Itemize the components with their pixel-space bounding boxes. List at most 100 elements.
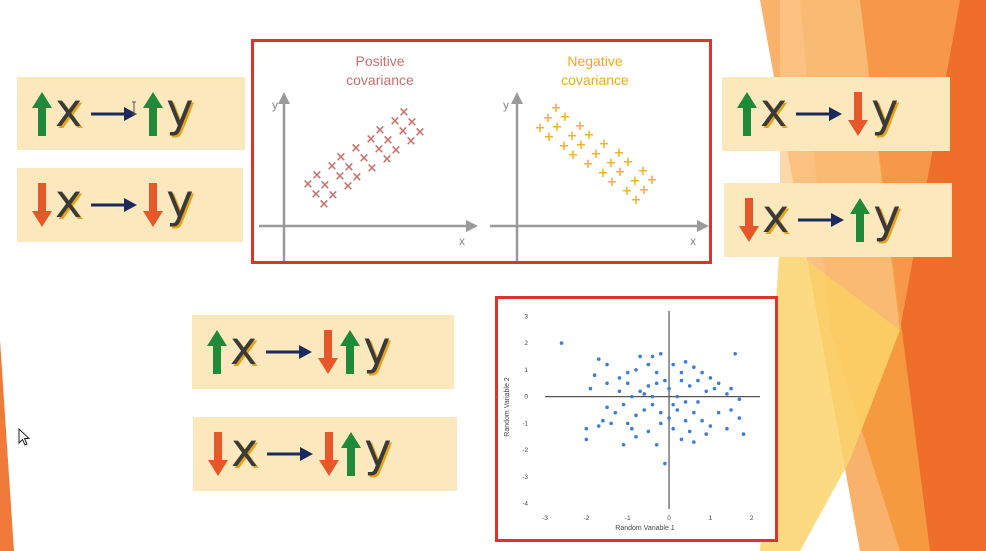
negative-marker: + (535, 121, 546, 136)
scatter-point (696, 378, 700, 383)
negative-marker: + (647, 173, 658, 188)
scatter-x-tick-label: -1 (625, 515, 631, 522)
variable-y: y (166, 174, 194, 228)
scatter-point (658, 421, 663, 426)
scatter-point (646, 429, 651, 434)
scatter-point (675, 394, 680, 399)
up-arrow-icon (340, 330, 361, 374)
scatter-point (634, 368, 638, 372)
scatter-y-tick-label: -3 (522, 474, 528, 481)
scatter-point (716, 410, 721, 415)
scatter-point (650, 394, 655, 399)
scatter-point (704, 389, 709, 394)
down-arrow-icon (208, 432, 228, 476)
text-cursor-icon (132, 101, 136, 115)
positive-marker: × (335, 169, 346, 184)
scatter-point (729, 386, 733, 391)
variable-x: x (231, 423, 259, 477)
negative-x-label: x (690, 234, 696, 248)
scatter-x-tick-label: -3 (542, 515, 548, 522)
scatter-point (683, 360, 688, 364)
positive-marker: × (320, 178, 331, 193)
scatter-point (679, 437, 684, 442)
up-arrow-icon (207, 330, 227, 374)
scatter-y-axis-label: Random Variable 2 (504, 377, 511, 437)
scatter-point (679, 370, 684, 375)
positive-marker: × (374, 142, 385, 157)
variable-x: x (762, 189, 790, 243)
scatter-point (621, 402, 626, 407)
down-arrow-icon (319, 432, 340, 476)
scatter-point (605, 405, 609, 410)
positive-marker: × (351, 141, 362, 156)
variable-x: x (55, 174, 83, 228)
negative-marker: + (543, 111, 554, 126)
negative-marker: + (639, 183, 650, 198)
scatter-point (679, 378, 684, 383)
negative-marker: + (599, 137, 610, 152)
covariance-panel: Positive covariance Negative covariance … (251, 39, 712, 264)
scatter-x-tick-label: 2 (750, 515, 754, 522)
up-arrow-icon (850, 198, 871, 242)
scatter-point (642, 392, 647, 396)
scatter-point (596, 357, 601, 361)
scatter-x-tick-label: 1 (709, 515, 713, 522)
scatter-point (630, 426, 634, 431)
positive-marker: × (383, 133, 394, 148)
positive-title-line2: covariance (346, 72, 414, 88)
scatter-y-tick-label: 2 (524, 340, 528, 347)
negative-marker: + (560, 110, 571, 125)
negative-marker: + (559, 139, 570, 154)
scatter-point (654, 370, 659, 375)
positive-marker: × (311, 187, 322, 202)
scatter-point (667, 416, 671, 420)
variable-x: x (760, 83, 788, 137)
scatter-point (663, 378, 667, 383)
scatter-point (708, 376, 713, 380)
positive-marker: × (407, 115, 418, 130)
scatter-point (601, 418, 605, 423)
positive-title-line1: Positive (355, 53, 404, 69)
scatter-axes (545, 311, 760, 509)
variable-y: y (364, 423, 392, 477)
negative-marker: + (607, 175, 618, 190)
scatter-point (683, 400, 688, 404)
variable-y: y (871, 83, 899, 137)
negative-marker: + (615, 165, 626, 180)
variable-x: x (230, 321, 258, 375)
positive-marker: × (344, 160, 355, 175)
positive-marker: × (375, 123, 386, 138)
positive-marker: × (352, 170, 363, 185)
scatter-point (584, 437, 589, 442)
scatter-point (700, 370, 704, 375)
negative-marker: + (623, 155, 634, 170)
scatter-point (671, 362, 675, 367)
scatter-point (654, 442, 659, 447)
up-arrow-icon (737, 92, 757, 136)
implies-arrow-icon (267, 447, 314, 461)
scatter-point (617, 376, 622, 380)
scatter-point (638, 389, 642, 394)
scatter-point (725, 392, 729, 396)
scatter-point (588, 386, 593, 391)
variable-y: y (873, 189, 901, 243)
negative-markers: +++++++++++++++++++++++++++ (535, 101, 658, 208)
scatter-point (596, 424, 601, 428)
scatter-point (737, 416, 742, 420)
negative-axes (490, 92, 709, 261)
up-arrow-icon (143, 91, 164, 136)
positive-marker: × (415, 125, 426, 140)
scatter-point (671, 402, 675, 407)
scatter-point (621, 442, 626, 447)
scatter-point (671, 426, 675, 431)
scatter-point (692, 365, 696, 369)
negative-marker: + (638, 164, 649, 179)
scatter-y-tick-label: -2 (522, 447, 528, 454)
negative-marker: + (622, 184, 633, 199)
positive-markers: ××××××××××××××××××××××××××× (303, 105, 426, 212)
